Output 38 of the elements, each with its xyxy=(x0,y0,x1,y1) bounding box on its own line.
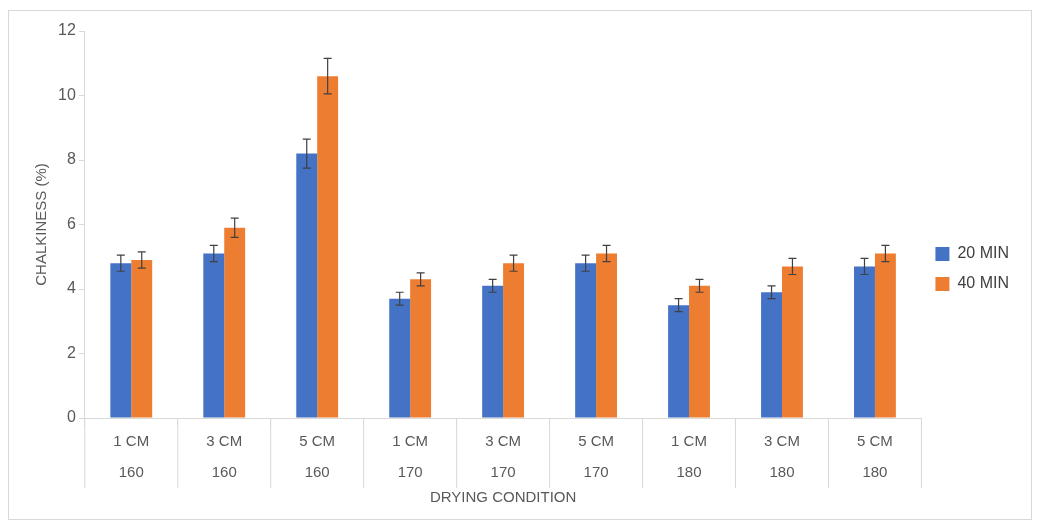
bar xyxy=(482,285,504,418)
bar xyxy=(854,266,875,418)
x-tick-label: 5 CM 180 xyxy=(857,431,893,481)
x-tick-label: 5 CM 170 xyxy=(578,431,614,481)
bar xyxy=(296,153,318,418)
x-tick-label: 3 CM 160 xyxy=(206,431,243,481)
x-tick-label: 3 CM 170 xyxy=(485,431,522,481)
legend-label: 20 MIN xyxy=(957,244,1010,262)
bar xyxy=(389,298,411,418)
legend-label: 40 MIN xyxy=(957,274,1010,292)
bar xyxy=(575,263,597,418)
bar xyxy=(874,253,896,418)
bar xyxy=(203,253,225,418)
bar xyxy=(668,305,690,418)
y-tick-label: 0 xyxy=(66,408,76,426)
y-tick-label: 6 xyxy=(66,214,76,232)
bar xyxy=(503,263,525,418)
y-axis-title: CHALKINESS (%) xyxy=(32,163,50,286)
bar xyxy=(224,227,246,418)
y-tick-label: 10 xyxy=(58,85,76,103)
bar xyxy=(596,253,617,418)
x-tick-label: 3 CM 180 xyxy=(764,431,800,481)
x-tick-label: 1 CM 160 xyxy=(113,431,150,481)
y-tick-label: 12 xyxy=(58,21,76,39)
bar xyxy=(131,259,153,418)
bar xyxy=(781,266,803,418)
x-tick-label: 5 CM 160 xyxy=(299,431,336,481)
bar xyxy=(410,279,432,418)
bar xyxy=(689,285,710,418)
y-tick-label: 4 xyxy=(66,279,76,297)
bar xyxy=(761,292,782,418)
x-axis-title: DRYING CONDITION xyxy=(429,488,577,506)
bar xyxy=(317,76,339,418)
x-tick-label: 1 CM 180 xyxy=(671,431,707,481)
y-tick-label: 8 xyxy=(66,150,76,168)
x-tick-label: 1 CM 170 xyxy=(392,431,429,481)
y-tick-label: 2 xyxy=(66,343,76,361)
bar xyxy=(110,263,132,418)
